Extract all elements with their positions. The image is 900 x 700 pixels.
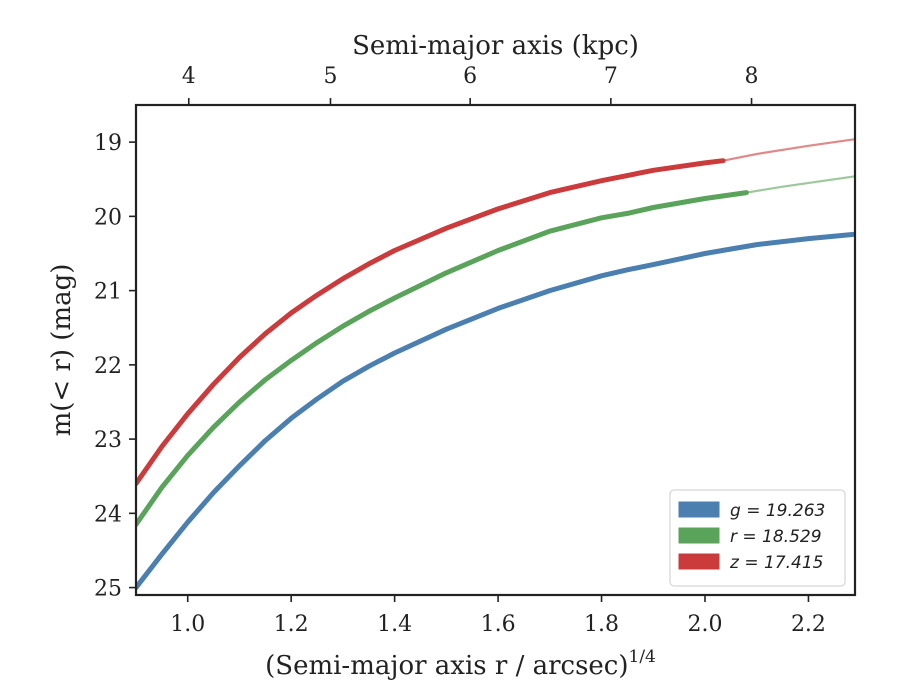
legend-label-z: z = 17.415 — [729, 553, 823, 573]
top-x-tick-label: 8 — [745, 64, 759, 89]
top-x-tick-label: 5 — [323, 64, 337, 89]
y-tick-label: 20 — [94, 205, 122, 230]
plot-area — [136, 138, 855, 591]
axis-ticks: 1.0 1.2 1.4 1.6 1.8 2.0 2.2 19 20 21 22 23 24 25 4 5 6 7 8 — [94, 64, 826, 637]
x-tick-label: 1.6 — [481, 612, 516, 637]
series-g-line — [136, 231, 855, 591]
legend-swatch-g — [678, 501, 720, 518]
y-tick-label: 22 — [94, 354, 122, 379]
top-x-tick-label: 6 — [463, 64, 477, 89]
y-tick-label: 19 — [94, 131, 122, 156]
legend-swatch-z — [678, 553, 720, 570]
series-z-line — [136, 158, 726, 487]
y-tick-label: 24 — [94, 502, 122, 527]
y-tick-label: 25 — [94, 577, 122, 602]
legend: g = 19.263 r = 18.529 z = 17.415 — [669, 489, 846, 587]
x-tick-label: 1.8 — [584, 612, 619, 637]
legend-label-g: g = 19.263 — [730, 501, 825, 521]
legend-label-r: r = 18.529 — [730, 527, 822, 547]
x-axis-label-exponent: 1/4 — [629, 647, 656, 667]
top-x-tick-label: 7 — [604, 64, 618, 89]
y-tick-label: 23 — [94, 428, 122, 453]
series-r-line — [136, 190, 749, 527]
x-tick-label: 1.0 — [170, 612, 205, 637]
x-tick-label: 2.2 — [791, 612, 826, 637]
y-axis-label: m(< r) (mag) — [47, 264, 77, 437]
legend-swatch-r — [678, 527, 720, 544]
x-tick-label: 2.0 — [687, 612, 722, 637]
x-tick-label: 1.2 — [274, 612, 309, 637]
x-axis-label: (Semi-major axis r / arcsec)1/4 — [265, 647, 656, 681]
y-tick-label: 21 — [94, 280, 122, 305]
x-tick-label: 1.4 — [377, 612, 412, 637]
x-axis-label-text: (Semi-major axis r / arcsec) — [265, 651, 628, 681]
top-x-axis-label: Semi-major axis (kpc) — [352, 31, 639, 61]
top-x-tick-label: 4 — [182, 64, 196, 89]
plot-frame — [134, 103, 857, 597]
